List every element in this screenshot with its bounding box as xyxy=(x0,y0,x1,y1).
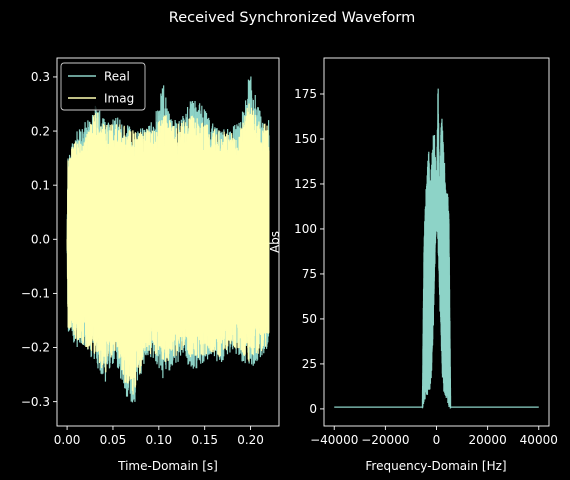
legend-label-real: Real xyxy=(104,70,130,84)
frequency-domain-xtick-label: 40000 xyxy=(520,433,558,447)
time-domain-xtick-label: 0.10 xyxy=(145,433,172,447)
time-domain-ytick-label: −0.3 xyxy=(21,395,50,409)
time-domain-frame xyxy=(56,57,280,427)
frequency-domain-xlabel: Frequency-Domain [Hz] xyxy=(365,459,506,473)
figure-title: Received Synchronized Waveform xyxy=(169,10,415,26)
frequency-domain-ytick-label: 25 xyxy=(302,357,317,371)
frequency-domain-xtick-label: 0 xyxy=(433,433,441,447)
frequency-domain-xtick-label: −40000 xyxy=(310,433,358,447)
frequency-domain-ytick-label: 50 xyxy=(302,312,317,326)
time-domain-ytick-label: 0.0 xyxy=(31,232,50,246)
frequency-domain-ytick-label: 125 xyxy=(294,177,317,191)
time-domain-ytick-label: 0.3 xyxy=(31,70,50,84)
time-domain-ytick-label: −0.2 xyxy=(21,341,50,355)
frequency-domain-ylabel: Abs xyxy=(268,231,282,253)
time-domain-ytick-label: −0.1 xyxy=(21,287,50,301)
legend: Real Imag xyxy=(60,62,146,111)
time-domain-ytick-label: 0.2 xyxy=(31,124,50,138)
time-domain-xtick-label: 0.15 xyxy=(191,433,218,447)
frequency-domain-plot-area xyxy=(334,88,539,409)
frequency-domain-ytick-label: 175 xyxy=(294,87,317,101)
frequency-domain-ytick-label: 0 xyxy=(309,402,317,416)
imag-series-line xyxy=(66,103,270,395)
frequency-domain-axes: −40000 −20000 0 20000 40000 0 25 50 75 100 125 150 1… xyxy=(268,57,558,473)
frequency-domain-xtick-label: 20000 xyxy=(469,433,507,447)
spectrum-series-line xyxy=(334,88,539,409)
time-domain-xtick-label: 0.05 xyxy=(100,433,127,447)
frequency-domain-ytick-label: 150 xyxy=(294,132,317,146)
frequency-domain-ytick-label: 100 xyxy=(294,222,317,236)
time-domain-xlabel: Time-Domain [s] xyxy=(117,459,218,473)
legend-label-imag: Imag xyxy=(104,92,134,106)
time-domain-xtick-label: 0.00 xyxy=(54,433,81,447)
frequency-domain-ticks: −40000 −20000 0 20000 40000 0 25 50 75 100 125 150 1… xyxy=(294,87,558,447)
time-domain-plot-area xyxy=(66,76,270,403)
frequency-domain-xtick-label: −20000 xyxy=(361,433,409,447)
time-domain-xtick-label: 0.20 xyxy=(237,433,264,447)
time-domain-ticks: 0.00 0.05 0.10 0.15 0.20 −0.3 −0.2 −0.1 0.0 0.1 0.… xyxy=(21,70,264,447)
time-domain-axes: 0.00 0.05 0.10 0.15 0.20 −0.3 −0.2 −0.1 0.0 0.1 0.… xyxy=(21,57,280,473)
frequency-domain-ytick-label: 75 xyxy=(302,267,317,281)
time-domain-ytick-label: 0.1 xyxy=(31,178,50,192)
